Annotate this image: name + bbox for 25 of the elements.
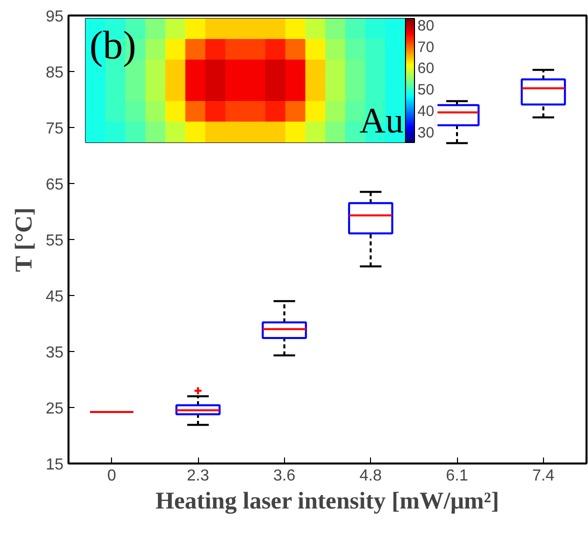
color-bar-label: 80: [418, 17, 434, 34]
x-axis-title: Heating laser intensity [mW/μm²]: [155, 488, 500, 514]
x-tick-label: 2.3: [186, 468, 210, 484]
x-tick-label: 3.6: [273, 468, 296, 484]
y-tick-label: 85: [46, 64, 64, 82]
y-tick-label: 45: [46, 288, 64, 306]
color-bar-label: 50: [418, 82, 434, 99]
y-axis-title: T [°C]: [12, 207, 38, 272]
x-tick-label: 6.1: [446, 468, 468, 484]
y-tick-label: 95: [46, 8, 64, 26]
y-tick-label: 55: [46, 232, 64, 250]
x-tick-label: 0: [107, 468, 116, 484]
color-bar-label: 30: [418, 124, 434, 142]
y-tick-label: 15: [46, 456, 64, 474]
x-tick-label: 7.4: [532, 468, 555, 484]
color-bar-label: 60: [418, 60, 434, 78]
y-tick-label: 65: [46, 176, 64, 194]
color-bar-label: 40: [418, 102, 434, 120]
x-tick-label: 4.8: [360, 468, 382, 484]
y-tick-label: 35: [46, 344, 64, 362]
y-tick-label: 25: [46, 400, 64, 418]
color-bar-label: 70: [418, 38, 434, 56]
annotation: (b): [90, 22, 136, 68]
annotation: Au: [360, 100, 404, 140]
y-tick-label: 75: [46, 120, 64, 138]
